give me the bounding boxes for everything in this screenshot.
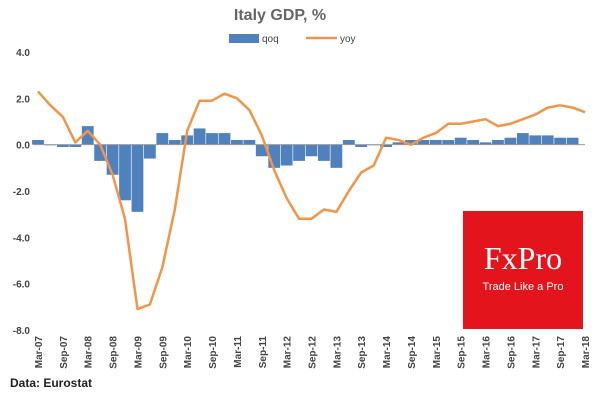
fxpro-logo: FxPro Trade Like a Pro <box>463 211 583 329</box>
x-tick-label: Sep-11 <box>258 336 269 369</box>
source-note: Data: Eurostat <box>10 376 93 390</box>
x-tick-label: Mar-18 <box>581 336 592 369</box>
y-tick-label: -8.0 <box>13 326 31 337</box>
qoq-bars <box>32 126 579 212</box>
qoq-bar <box>492 140 504 145</box>
qoq-bar <box>56 144 69 147</box>
chart-title: Italy GDP, % <box>234 7 326 24</box>
y-axis-ticks: 4.0 2.0 0.0 -2.0 -4.0 -6.0 -8.0 <box>13 48 31 337</box>
logo-tagline: Trade Like a Pro <box>482 281 564 293</box>
y-tick-label: -6.0 <box>13 280 31 291</box>
legend-label-qoq: qoq <box>262 34 279 45</box>
y-tick-label: 4.0 <box>16 48 30 59</box>
qoq-bar <box>168 140 181 145</box>
x-tick-label: Mar-08 <box>84 336 95 369</box>
qoq-bar <box>479 142 492 145</box>
qoq-bar <box>529 135 542 145</box>
qoq-bar <box>516 133 529 145</box>
x-tick-label: Mar-14 <box>382 336 393 369</box>
x-tick-label: Sep-14 <box>407 336 418 369</box>
x-tick-label: Sep-16 <box>506 336 517 369</box>
x-tick-label: Mar-11 <box>233 336 244 368</box>
qoq-bar <box>131 144 144 212</box>
qoq-bar <box>206 133 218 145</box>
qoq-bar <box>405 140 417 145</box>
x-tick-label: Sep-10 <box>208 336 219 369</box>
qoq-bar <box>143 144 156 159</box>
y-tick-label: 2.0 <box>16 94 30 105</box>
qoq-bar <box>32 140 44 145</box>
qoq-bar <box>94 144 107 161</box>
qoq-bar <box>156 133 169 145</box>
qoq-bar <box>305 144 318 157</box>
x-axis-ticks: Mar-07 Sep-07 Mar-08 Sep-08 Mar-09 Sep-09 Mar-… <box>34 336 592 369</box>
qoq-bar <box>392 142 405 145</box>
legend-swatch-qoq <box>229 34 259 43</box>
x-tick-label: Sep-17 <box>556 336 567 369</box>
x-tick-label: Mar-15 <box>432 336 443 369</box>
x-tick-label: Sep-08 <box>109 336 120 369</box>
qoq-bar <box>181 135 194 145</box>
x-tick-label: Mar-12 <box>283 336 294 369</box>
qoq-bar <box>541 135 554 145</box>
x-tick-label: Mar-16 <box>482 336 493 369</box>
qoq-bar <box>81 126 94 145</box>
qoq-bar <box>218 133 231 145</box>
qoq-bar <box>268 144 281 168</box>
x-tick-label: Mar-09 <box>133 336 144 369</box>
qoq-bar <box>454 137 467 145</box>
x-tick-label: Sep-13 <box>357 336 368 369</box>
y-tick-label: -4.0 <box>13 233 31 244</box>
qoq-bar <box>280 144 293 166</box>
qoq-bar <box>554 137 567 145</box>
qoq-bar <box>504 137 517 145</box>
legend: qoq yoy <box>229 34 356 45</box>
qoq-bar <box>193 128 206 145</box>
y-tick-label: -2.0 <box>13 187 31 198</box>
x-tick-label: Mar-07 <box>34 336 45 369</box>
x-tick-label: Mar-13 <box>332 336 343 369</box>
legend-label-yoy: yoy <box>340 34 356 45</box>
qoq-bar <box>255 144 268 157</box>
x-tick-label: Sep-07 <box>59 336 70 369</box>
qoq-bar <box>231 140 243 145</box>
qoq-bar <box>69 144 82 147</box>
qoq-bar <box>467 140 480 145</box>
x-tick-label: Mar-10 <box>183 336 194 369</box>
qoq-bar <box>342 140 355 145</box>
qoq-bar <box>106 144 119 175</box>
qoq-bar <box>243 140 256 145</box>
qoq-bar <box>330 144 343 168</box>
x-tick-label: Sep-15 <box>457 336 468 369</box>
x-tick-label: Mar-17 <box>531 336 542 369</box>
qoq-bar <box>380 144 392 147</box>
y-tick-label: 0.0 <box>16 141 30 152</box>
x-tick-label: Sep-09 <box>158 336 169 369</box>
qoq-bar <box>442 140 455 145</box>
qoq-bar <box>417 140 430 145</box>
qoq-bar <box>318 144 330 161</box>
logo-brand: FxPro <box>483 240 563 276</box>
qoq-bar <box>429 140 442 145</box>
x-tick-label: Sep-12 <box>308 336 319 369</box>
qoq-bar <box>566 137 579 145</box>
qoq-bar <box>119 144 131 201</box>
yoy-line <box>37 90 586 311</box>
qoq-bar <box>355 144 368 147</box>
qoq-bar <box>293 144 305 161</box>
